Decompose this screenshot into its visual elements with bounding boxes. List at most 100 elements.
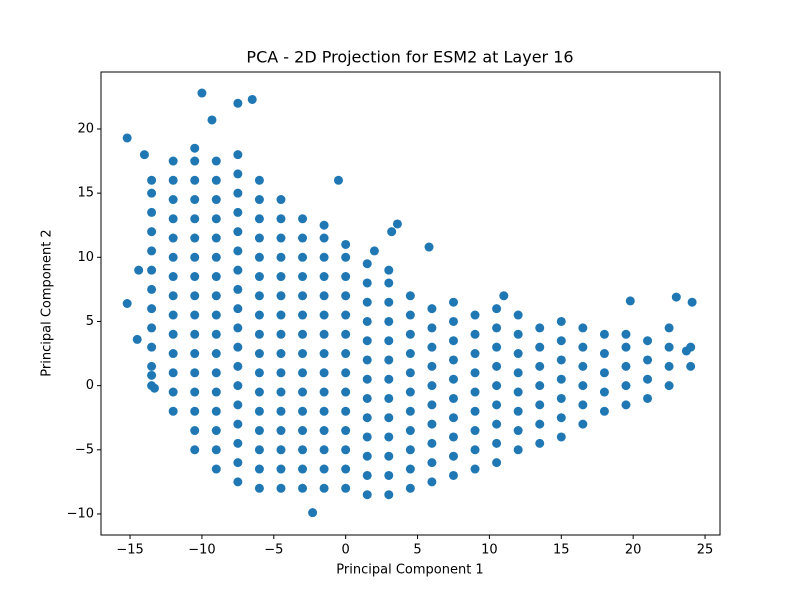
- point: [341, 272, 351, 282]
- point: [671, 292, 681, 302]
- point: [492, 342, 502, 352]
- point: [276, 233, 286, 243]
- point: [254, 406, 264, 416]
- point: [341, 239, 351, 249]
- point: [233, 207, 243, 217]
- y-tick-label: 0: [86, 378, 94, 393]
- point: [448, 297, 458, 307]
- point: [298, 483, 308, 493]
- point: [664, 323, 674, 333]
- point: [233, 342, 243, 352]
- point: [405, 483, 415, 493]
- point: [362, 451, 372, 461]
- point: [405, 445, 415, 455]
- point: [211, 252, 221, 262]
- x-tick-label: 20: [625, 543, 642, 558]
- point: [513, 387, 523, 397]
- point: [513, 329, 523, 339]
- point: [298, 349, 308, 359]
- point: [254, 175, 264, 185]
- point: [147, 323, 157, 333]
- point: [492, 458, 502, 468]
- point: [254, 483, 264, 493]
- point: [190, 349, 200, 359]
- point: [254, 233, 264, 243]
- point: [578, 323, 588, 333]
- point: [254, 252, 264, 262]
- y-tick-label: −5: [75, 442, 94, 457]
- point: [319, 233, 329, 243]
- point: [276, 329, 286, 339]
- point: [448, 470, 458, 480]
- point: [556, 413, 566, 423]
- point: [254, 368, 264, 378]
- point: [362, 413, 372, 423]
- point: [556, 432, 566, 442]
- point: [190, 291, 200, 301]
- point: [319, 310, 329, 320]
- point: [448, 451, 458, 461]
- point: [190, 445, 200, 455]
- point: [254, 445, 264, 455]
- point: [427, 323, 437, 333]
- x-tick-label: −5: [264, 543, 283, 558]
- point: [535, 400, 545, 410]
- point: [276, 252, 286, 262]
- point: [513, 349, 523, 359]
- point: [190, 195, 200, 205]
- point: [687, 297, 697, 307]
- point: [470, 368, 480, 378]
- point: [664, 381, 674, 391]
- point: [233, 265, 243, 275]
- point: [298, 272, 308, 282]
- point: [276, 291, 286, 301]
- point: [276, 368, 286, 378]
- point: [254, 195, 264, 205]
- point: [448, 432, 458, 442]
- point: [392, 219, 402, 229]
- point: [233, 361, 243, 371]
- point: [319, 464, 329, 474]
- point: [134, 265, 144, 275]
- point: [211, 214, 221, 224]
- point: [535, 361, 545, 371]
- point: [470, 464, 480, 474]
- point: [341, 426, 351, 436]
- point: [211, 175, 221, 185]
- point: [233, 400, 243, 410]
- point: [276, 445, 286, 455]
- point: [470, 406, 480, 416]
- point: [492, 304, 502, 314]
- point: [362, 470, 372, 480]
- point: [233, 323, 243, 333]
- point: [405, 426, 415, 436]
- point: [513, 406, 523, 416]
- point: [578, 342, 588, 352]
- point: [470, 426, 480, 436]
- point: [319, 291, 329, 301]
- point: [535, 323, 545, 333]
- point: [664, 342, 674, 352]
- point: [168, 329, 178, 339]
- point: [341, 464, 351, 474]
- point: [405, 387, 415, 397]
- point: [149, 383, 159, 393]
- point: [211, 445, 221, 455]
- point: [298, 387, 308, 397]
- point: [211, 406, 221, 416]
- point: [211, 368, 221, 378]
- point: [384, 432, 394, 442]
- point: [254, 329, 264, 339]
- point: [276, 349, 286, 359]
- point: [298, 368, 308, 378]
- point: [556, 316, 566, 326]
- point: [254, 291, 264, 301]
- point: [168, 387, 178, 397]
- point: [369, 246, 379, 256]
- point: [298, 291, 308, 301]
- point: [556, 393, 566, 403]
- point: [427, 361, 437, 371]
- point: [384, 316, 394, 326]
- point: [492, 419, 502, 429]
